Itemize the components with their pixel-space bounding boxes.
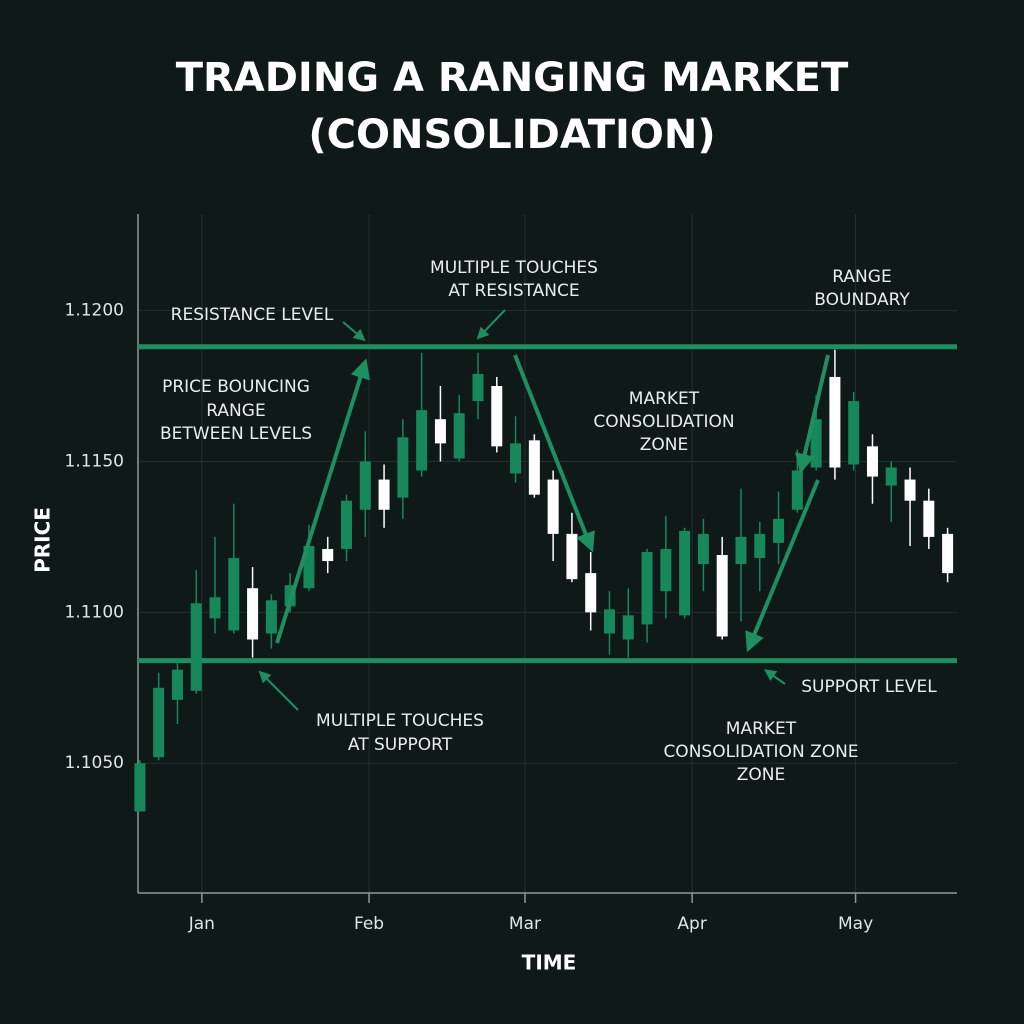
- annotation: CONSOLIDATION: [593, 412, 734, 432]
- chart-title: TRADING A RANGING MARKET: [176, 55, 849, 101]
- annotation: RANGE: [832, 267, 891, 287]
- candle-body: [885, 467, 897, 486]
- candle-body: [904, 479, 916, 501]
- y-axis-label: PRICE: [31, 507, 55, 573]
- arrow: [764, 669, 786, 685]
- annotation: MULTIPLE TOUCHES: [316, 711, 484, 731]
- candle-body: [585, 573, 597, 613]
- annotation: ZONE: [737, 765, 786, 785]
- candle-body: [491, 386, 503, 447]
- candle-body: [190, 603, 202, 691]
- chart-title: (CONSOLIDATION): [308, 112, 715, 158]
- candle-body: [303, 545, 315, 589]
- candle-body: [434, 419, 446, 444]
- arrow: [476, 309, 506, 340]
- x-tick-label: Feb: [354, 914, 384, 934]
- candle-body: [472, 373, 484, 402]
- y-tick-label: 1.1100: [65, 602, 124, 622]
- arrows: [258, 309, 830, 711]
- x-tick-label: May: [838, 914, 873, 934]
- candle-body: [171, 669, 183, 700]
- candle-body: [547, 479, 559, 534]
- candle-body: [679, 530, 691, 616]
- x-tick-label: Apr: [677, 914, 706, 934]
- candle-body: [228, 558, 240, 631]
- candle-body: [866, 446, 878, 477]
- candle-body: [322, 548, 334, 562]
- candle-body: [810, 419, 822, 468]
- candle-body: [378, 479, 390, 510]
- candle-body: [416, 410, 428, 471]
- annotations: RESISTANCE LEVEL MULTIPLE TOUCHES AT RESIS…: [160, 258, 937, 785]
- candle-body: [603, 609, 615, 634]
- annotation: SUPPORT LEVEL: [801, 677, 937, 697]
- y-tick-label: 1.1200: [65, 301, 124, 321]
- candle-body: [566, 533, 578, 580]
- candle-body: [397, 437, 409, 498]
- annotation: ZONE: [640, 435, 689, 455]
- arrow: [745, 479, 820, 653]
- candle-body: [453, 413, 465, 459]
- candle-body: [697, 533, 709, 565]
- candle-body: [209, 597, 221, 619]
- annotation: RANGE: [206, 401, 265, 421]
- arrow: [795, 354, 830, 474]
- x-axis-label: TIME: [522, 951, 577, 975]
- candle-body: [923, 500, 935, 537]
- annotation: AT RESISTANCE: [448, 281, 579, 301]
- grid: 1.1050 1.1100 1.1150 1.1200 Jan Feb Mar Apr May: [65, 214, 957, 934]
- x-tick-label: Jan: [188, 914, 215, 934]
- annotation: MARKET: [629, 389, 700, 409]
- levels: [138, 344, 957, 664]
- candle-body: [735, 536, 747, 565]
- arrow: [342, 321, 366, 342]
- candle-body: [359, 461, 371, 510]
- candle-body: [622, 615, 634, 640]
- arrow: [513, 354, 595, 553]
- annotation: PRICE BOUNCING: [162, 377, 310, 397]
- candle-body: [829, 376, 841, 468]
- annotation: BOUNDARY: [814, 290, 910, 310]
- candle-body: [791, 470, 803, 510]
- arrow: [275, 358, 370, 644]
- annotation: BETWEEN LEVELS: [160, 424, 312, 444]
- candle-body: [528, 440, 540, 495]
- candle-body: [341, 500, 353, 549]
- y-tick-label: 1.1050: [65, 753, 124, 773]
- candle-body: [754, 533, 766, 559]
- candle-body: [265, 600, 277, 634]
- y-tick-label: 1.1150: [65, 451, 124, 471]
- candle-body: [942, 533, 954, 574]
- candle-body: [134, 763, 146, 812]
- annotation: RESISTANCE LEVEL: [171, 305, 334, 325]
- annotation: MARKET: [726, 719, 797, 739]
- candle-body: [247, 588, 259, 640]
- candle-body: [641, 551, 653, 625]
- candle-body: [716, 555, 728, 637]
- annotation: AT SUPPORT: [348, 735, 453, 755]
- annotation: CONSOLIDATION ZONE: [663, 742, 858, 762]
- candle-body: [660, 548, 672, 592]
- candle-body: [848, 401, 860, 465]
- x-tick-label: Mar: [509, 914, 541, 934]
- annotation: MULTIPLE TOUCHES: [430, 258, 598, 278]
- candle-body: [510, 443, 522, 474]
- candle-body: [773, 518, 785, 543]
- candle-body: [153, 687, 165, 758]
- arrow: [258, 670, 299, 711]
